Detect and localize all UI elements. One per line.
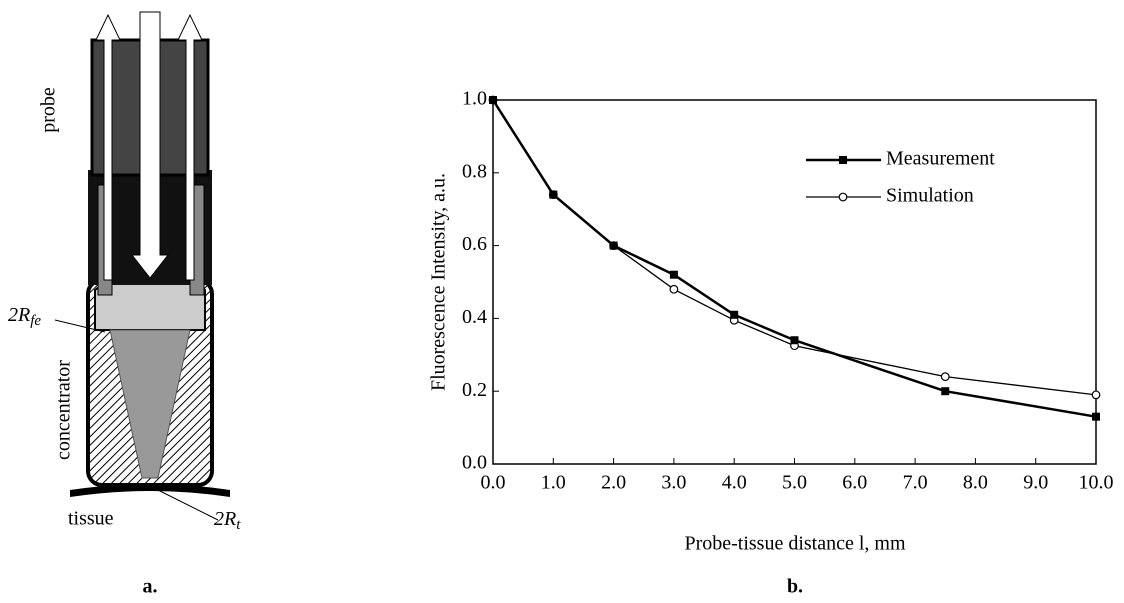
marker-square <box>839 156 847 164</box>
caption-b: b. <box>787 576 803 598</box>
marker-square <box>730 310 739 319</box>
t-main: 2R <box>214 508 236 530</box>
x-axis-label: Probe-tissue distance l, mm <box>684 533 906 555</box>
x-tick-label: 7.0 <box>903 472 928 494</box>
arrow-center <box>130 11 170 279</box>
x-tick-label: 10.0 <box>1079 472 1114 494</box>
fe-pointer <box>54 319 106 333</box>
light-cone <box>109 329 191 479</box>
x-tick-label: 4.0 <box>722 472 747 494</box>
t-label: 2Rt <box>214 508 241 534</box>
marker-circle <box>940 372 950 382</box>
tissue-surface <box>70 484 230 497</box>
x-tick-label: 5.0 <box>782 472 807 494</box>
x-tick-label: 1.0 <box>541 472 566 494</box>
marker-square <box>669 270 678 279</box>
legend-label: Simulation <box>886 185 974 207</box>
concentrator-label: concentrator <box>53 360 75 460</box>
caption-a: a. <box>143 576 158 598</box>
t-sub: t <box>236 517 241 533</box>
plot-frame <box>492 99 1097 465</box>
marker-square <box>1092 412 1100 421</box>
fe-main: 2R <box>8 304 30 326</box>
x-tick-label: 9.0 <box>1023 472 1048 494</box>
marker-circle <box>1091 390 1101 400</box>
x-tick-label: 0.0 <box>481 472 506 494</box>
y-tick-label: 0.6 <box>462 233 487 255</box>
fe-sub: fe <box>30 313 41 329</box>
marker-square <box>549 190 558 199</box>
x-tick-label: 8.0 <box>963 472 988 494</box>
y-tick-label: 0.2 <box>462 379 487 401</box>
marker-square <box>609 241 618 250</box>
legend-label: Measurement <box>886 148 995 170</box>
y-tick-label: 0.8 <box>462 160 487 182</box>
tissue-label: tissue <box>68 508 114 530</box>
x-tick-label: 6.0 <box>842 472 867 494</box>
series-line <box>492 99 1097 396</box>
probe-label: probe <box>38 87 60 133</box>
y-tick-label: 1.0 <box>462 88 487 110</box>
marker-square <box>790 336 799 345</box>
probe-diagram: probe concentrator tissue 2Rfe 2Rt a. <box>8 11 241 598</box>
marker-circle <box>838 192 848 202</box>
x-tick-label: 3.0 <box>661 472 686 494</box>
x-tick-label: 2.0 <box>601 472 626 494</box>
arrow-right <box>177 13 203 281</box>
fe-label: 2Rfe <box>8 304 41 330</box>
marker-square <box>941 387 950 396</box>
arrow-left <box>95 13 121 281</box>
marker-circle <box>669 284 679 294</box>
y-tick-label: 0.4 <box>462 306 487 328</box>
t-pointer <box>157 489 219 521</box>
y-tick-label: 0.0 <box>462 452 487 474</box>
marker-square <box>489 96 497 104</box>
series-line <box>491 99 1097 418</box>
y-axis-label: Fluorescence Intensity, a.u. <box>428 173 450 391</box>
